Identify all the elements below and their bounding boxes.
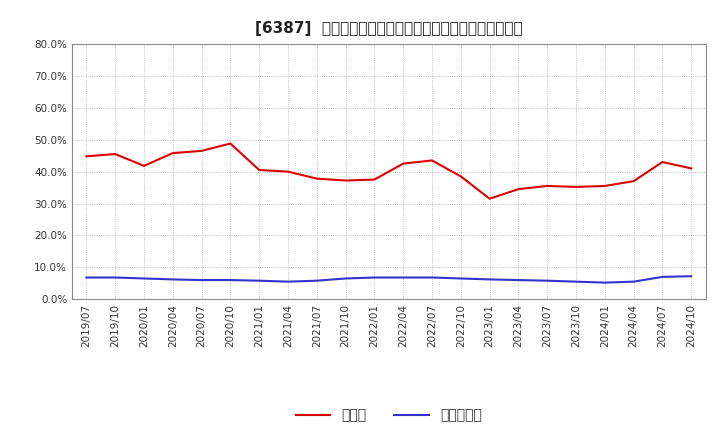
有利子負債 (312, 278, 321, 283)
現領金 (687, 166, 696, 171)
現領金 (600, 183, 609, 189)
現領金 (572, 184, 580, 190)
有利子負債 (514, 278, 523, 283)
現領金 (341, 178, 350, 183)
有利子負債 (341, 276, 350, 281)
有利子負債 (226, 278, 235, 283)
有利子負債 (428, 275, 436, 280)
現領金 (456, 174, 465, 179)
有利子負債 (687, 274, 696, 279)
有利子負債 (370, 275, 379, 280)
有利子負債 (600, 280, 609, 285)
現領金 (226, 141, 235, 146)
有利子負債 (456, 276, 465, 281)
現領金 (312, 176, 321, 181)
有利子負債 (658, 274, 667, 279)
有利子負債 (197, 278, 206, 283)
Line: 現領金: 現領金 (86, 143, 691, 199)
Line: 有利子負債: 有利子負債 (86, 276, 691, 282)
現領金 (485, 196, 494, 202)
Title: [6387]  現領金、有利子負債の総資産に対する比率の推移: [6387] 現領金、有利子負債の総資産に対する比率の推移 (255, 21, 523, 36)
現領金 (82, 154, 91, 159)
現領金 (284, 169, 292, 174)
現領金 (399, 161, 408, 166)
現領金 (197, 148, 206, 154)
現領金 (370, 177, 379, 182)
有利子負債 (629, 279, 638, 284)
有利子負債 (140, 276, 148, 281)
現領金 (111, 151, 120, 157)
有利子負債 (399, 275, 408, 280)
現領金 (543, 183, 552, 189)
有利子負債 (284, 279, 292, 284)
Legend: 現領金, 有利子負債: 現領金, 有利子負債 (290, 403, 487, 428)
有利子負債 (485, 277, 494, 282)
有利子負債 (82, 275, 91, 280)
現領金 (629, 179, 638, 184)
現領金 (168, 150, 177, 156)
有利子負債 (111, 275, 120, 280)
有利子負債 (255, 278, 264, 283)
現領金 (255, 167, 264, 172)
有利子負債 (543, 278, 552, 283)
現領金 (658, 159, 667, 165)
有利子負債 (168, 277, 177, 282)
現領金 (428, 158, 436, 163)
現領金 (140, 163, 148, 169)
現領金 (514, 187, 523, 192)
有利子負債 (572, 279, 580, 284)
